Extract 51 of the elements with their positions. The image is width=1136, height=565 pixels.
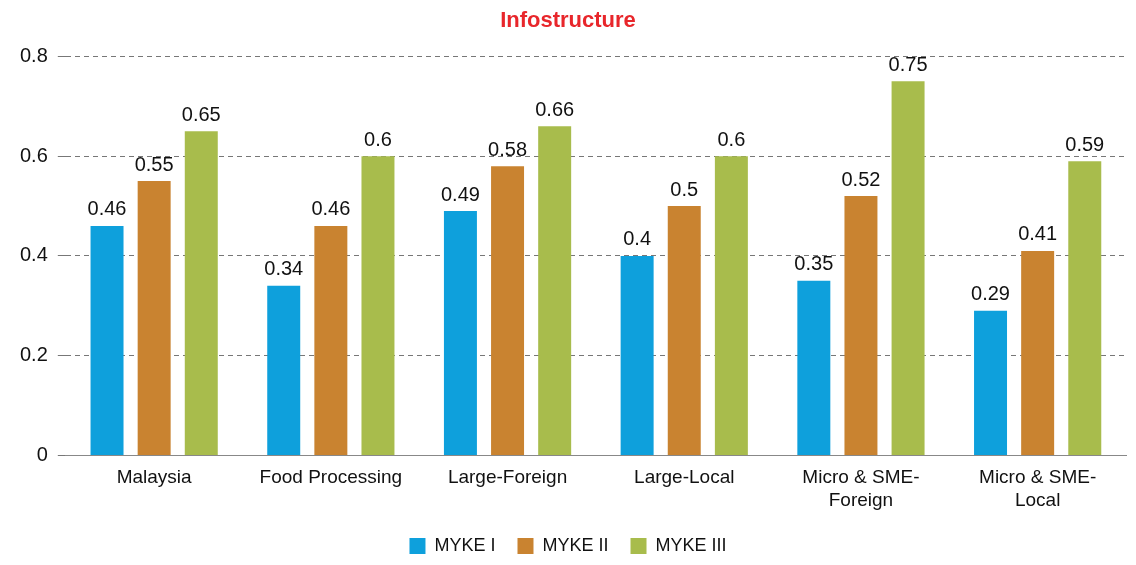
y-tick-label: 0.2 [19,343,48,366]
data-label: 0.35 [794,252,834,275]
legend-label: MYKE III [655,534,727,555]
data-label: 0.34 [264,257,304,280]
bar [361,156,395,455]
x-tick-label: Food Processing [259,466,403,488]
data-label: 0.65 [181,102,221,125]
x-tick-label: Malaysia [116,466,193,488]
legend-label: MYKE I [434,534,496,555]
bar [891,81,925,455]
bar [667,206,701,455]
data-label: 0.6 [364,127,392,150]
bar [620,255,654,455]
data-label: 0.66 [535,97,575,120]
bar [714,156,748,455]
data-label: 0.41 [1018,222,1058,245]
data-label: 0.75 [888,52,928,75]
x-tick-label: Large-Local [634,466,735,488]
bar [1021,250,1055,455]
data-label: 0.59 [1065,132,1105,155]
bar [974,310,1008,455]
data-label: 0.46 [87,197,127,220]
data-label: 0.49 [440,182,480,205]
bar [137,181,171,455]
chart-title: Infostructure [500,7,636,33]
data-label: 0.58 [488,137,528,160]
data-label: 0.29 [971,282,1010,305]
bar [538,126,572,455]
y-tick-label: 0.6 [19,143,48,166]
data-label: 0.46 [311,197,351,220]
data-label: 0.4 [623,227,652,250]
y-tick-label: 0.4 [19,243,48,266]
legend-label: MYKE II [542,534,609,555]
x-tick-label: Micro & SME-Foreign [802,466,920,510]
bar [184,131,218,455]
bar [443,211,477,455]
y-tick-label: 0.8 [19,43,48,66]
bar [267,285,301,455]
data-label: 0.55 [134,152,174,175]
x-tick-label: Large-Foreign [447,466,568,488]
y-tick-label: 0 [36,442,48,465]
data-label: 0.6 [717,127,746,150]
bar [844,196,878,455]
data-label: 0.52 [841,167,881,190]
bar [1068,161,1102,455]
bar [90,225,124,455]
bar [314,225,348,455]
data-label: 0.5 [670,177,699,200]
bar [491,166,525,455]
bar [797,280,831,455]
x-tick-label: Micro & SME-Local [979,466,1097,510]
